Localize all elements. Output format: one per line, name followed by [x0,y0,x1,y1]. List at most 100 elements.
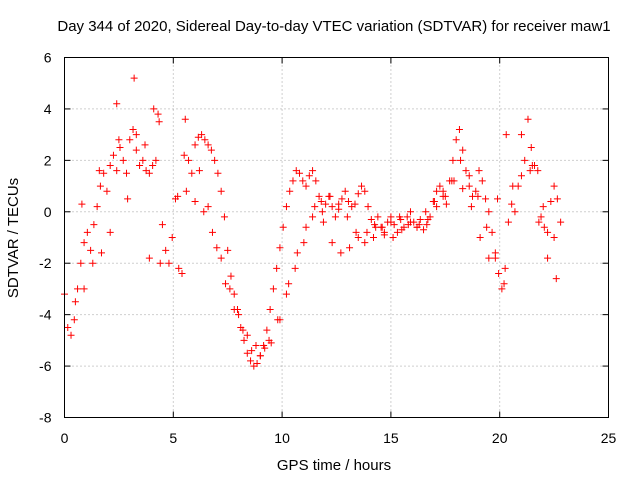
data-point [263,326,271,334]
data-point [83,228,91,236]
data-point [501,264,509,272]
data-point [175,264,183,272]
y-tick-label: -6 [39,358,52,374]
data-point [527,144,535,151]
data-point [64,324,72,331]
data-point [472,187,480,195]
data-point [106,228,114,236]
data-point [282,290,290,298]
data-point [524,115,532,123]
data-point [97,249,105,257]
data-point [239,326,247,334]
data-point [433,187,441,195]
data-point [539,203,547,211]
data-point [253,360,261,367]
plot-frame [64,57,609,418]
data-point [296,169,304,177]
data-point [217,254,225,262]
data-point [201,136,209,144]
data-point [517,131,525,139]
data-point [393,228,401,236]
data-point [467,203,475,211]
y-axis: -8 -6 -4 -2 0 2 4 6 [39,50,609,426]
data-point [168,234,176,241]
data-point [165,259,173,267]
data-point [354,190,362,198]
y-tick-label: -4 [39,307,52,323]
data-point [508,200,516,208]
data-point [337,249,345,257]
data-point [491,254,499,262]
data-point [289,177,297,185]
y-tick-label: -8 [39,410,52,426]
data-point [293,249,301,257]
data-point [488,228,496,236]
data-point [483,223,491,231]
data-point [80,239,88,247]
data-point [398,226,406,234]
data-point [90,221,98,229]
data-point [416,216,424,223]
data-point [182,187,190,195]
data-point [436,182,444,190]
data-point [403,213,411,221]
data-point [485,254,493,262]
data-point [361,187,369,195]
y-tick-label: 4 [44,101,52,117]
data-point [207,146,215,154]
data-point [459,146,467,154]
data-point [553,195,561,203]
data-point [100,169,108,177]
data-point [465,172,473,180]
x-tick-label: 25 [601,430,617,446]
data-point [369,234,377,241]
data-point [552,275,560,283]
data-point [276,244,284,252]
x-axis-label: GPS time / hours [277,457,391,474]
data-point [252,342,260,349]
data-point [311,203,319,211]
y-tick-label: -2 [39,255,52,271]
data-point [326,192,334,200]
data-point [495,270,503,277]
data-point [441,192,449,200]
data-point [404,221,412,229]
data-point [299,177,307,185]
data-point [230,306,238,313]
x-tick-label: 20 [492,430,508,446]
data-point [517,172,525,180]
data-point [130,74,138,82]
data-point [95,167,103,175]
data-point [550,234,558,241]
data-point [354,234,362,241]
data-point [266,306,274,313]
data-point [213,244,221,252]
data-point [389,234,397,241]
data-point [449,156,457,164]
data-point [67,331,75,339]
data-point [191,198,199,205]
data-point [302,223,310,231]
data-point [269,285,277,293]
data-point [318,208,326,216]
data-point [498,285,506,293]
data-point [494,195,502,203]
data-point [204,203,212,211]
data-point [150,105,158,113]
data-point [149,162,157,169]
data-point [115,136,123,144]
data-point [537,213,545,221]
x-tick-label: 5 [169,430,177,446]
data-point [535,218,543,226]
data-point [265,336,273,344]
data-point [119,156,127,164]
data-point [214,169,222,177]
data-point [235,311,243,319]
data-point [344,198,352,205]
data-point [452,136,460,144]
data-point [526,167,534,175]
data-point [279,223,287,231]
data-point [521,156,529,164]
data-point [181,115,189,123]
data-point [300,239,308,247]
